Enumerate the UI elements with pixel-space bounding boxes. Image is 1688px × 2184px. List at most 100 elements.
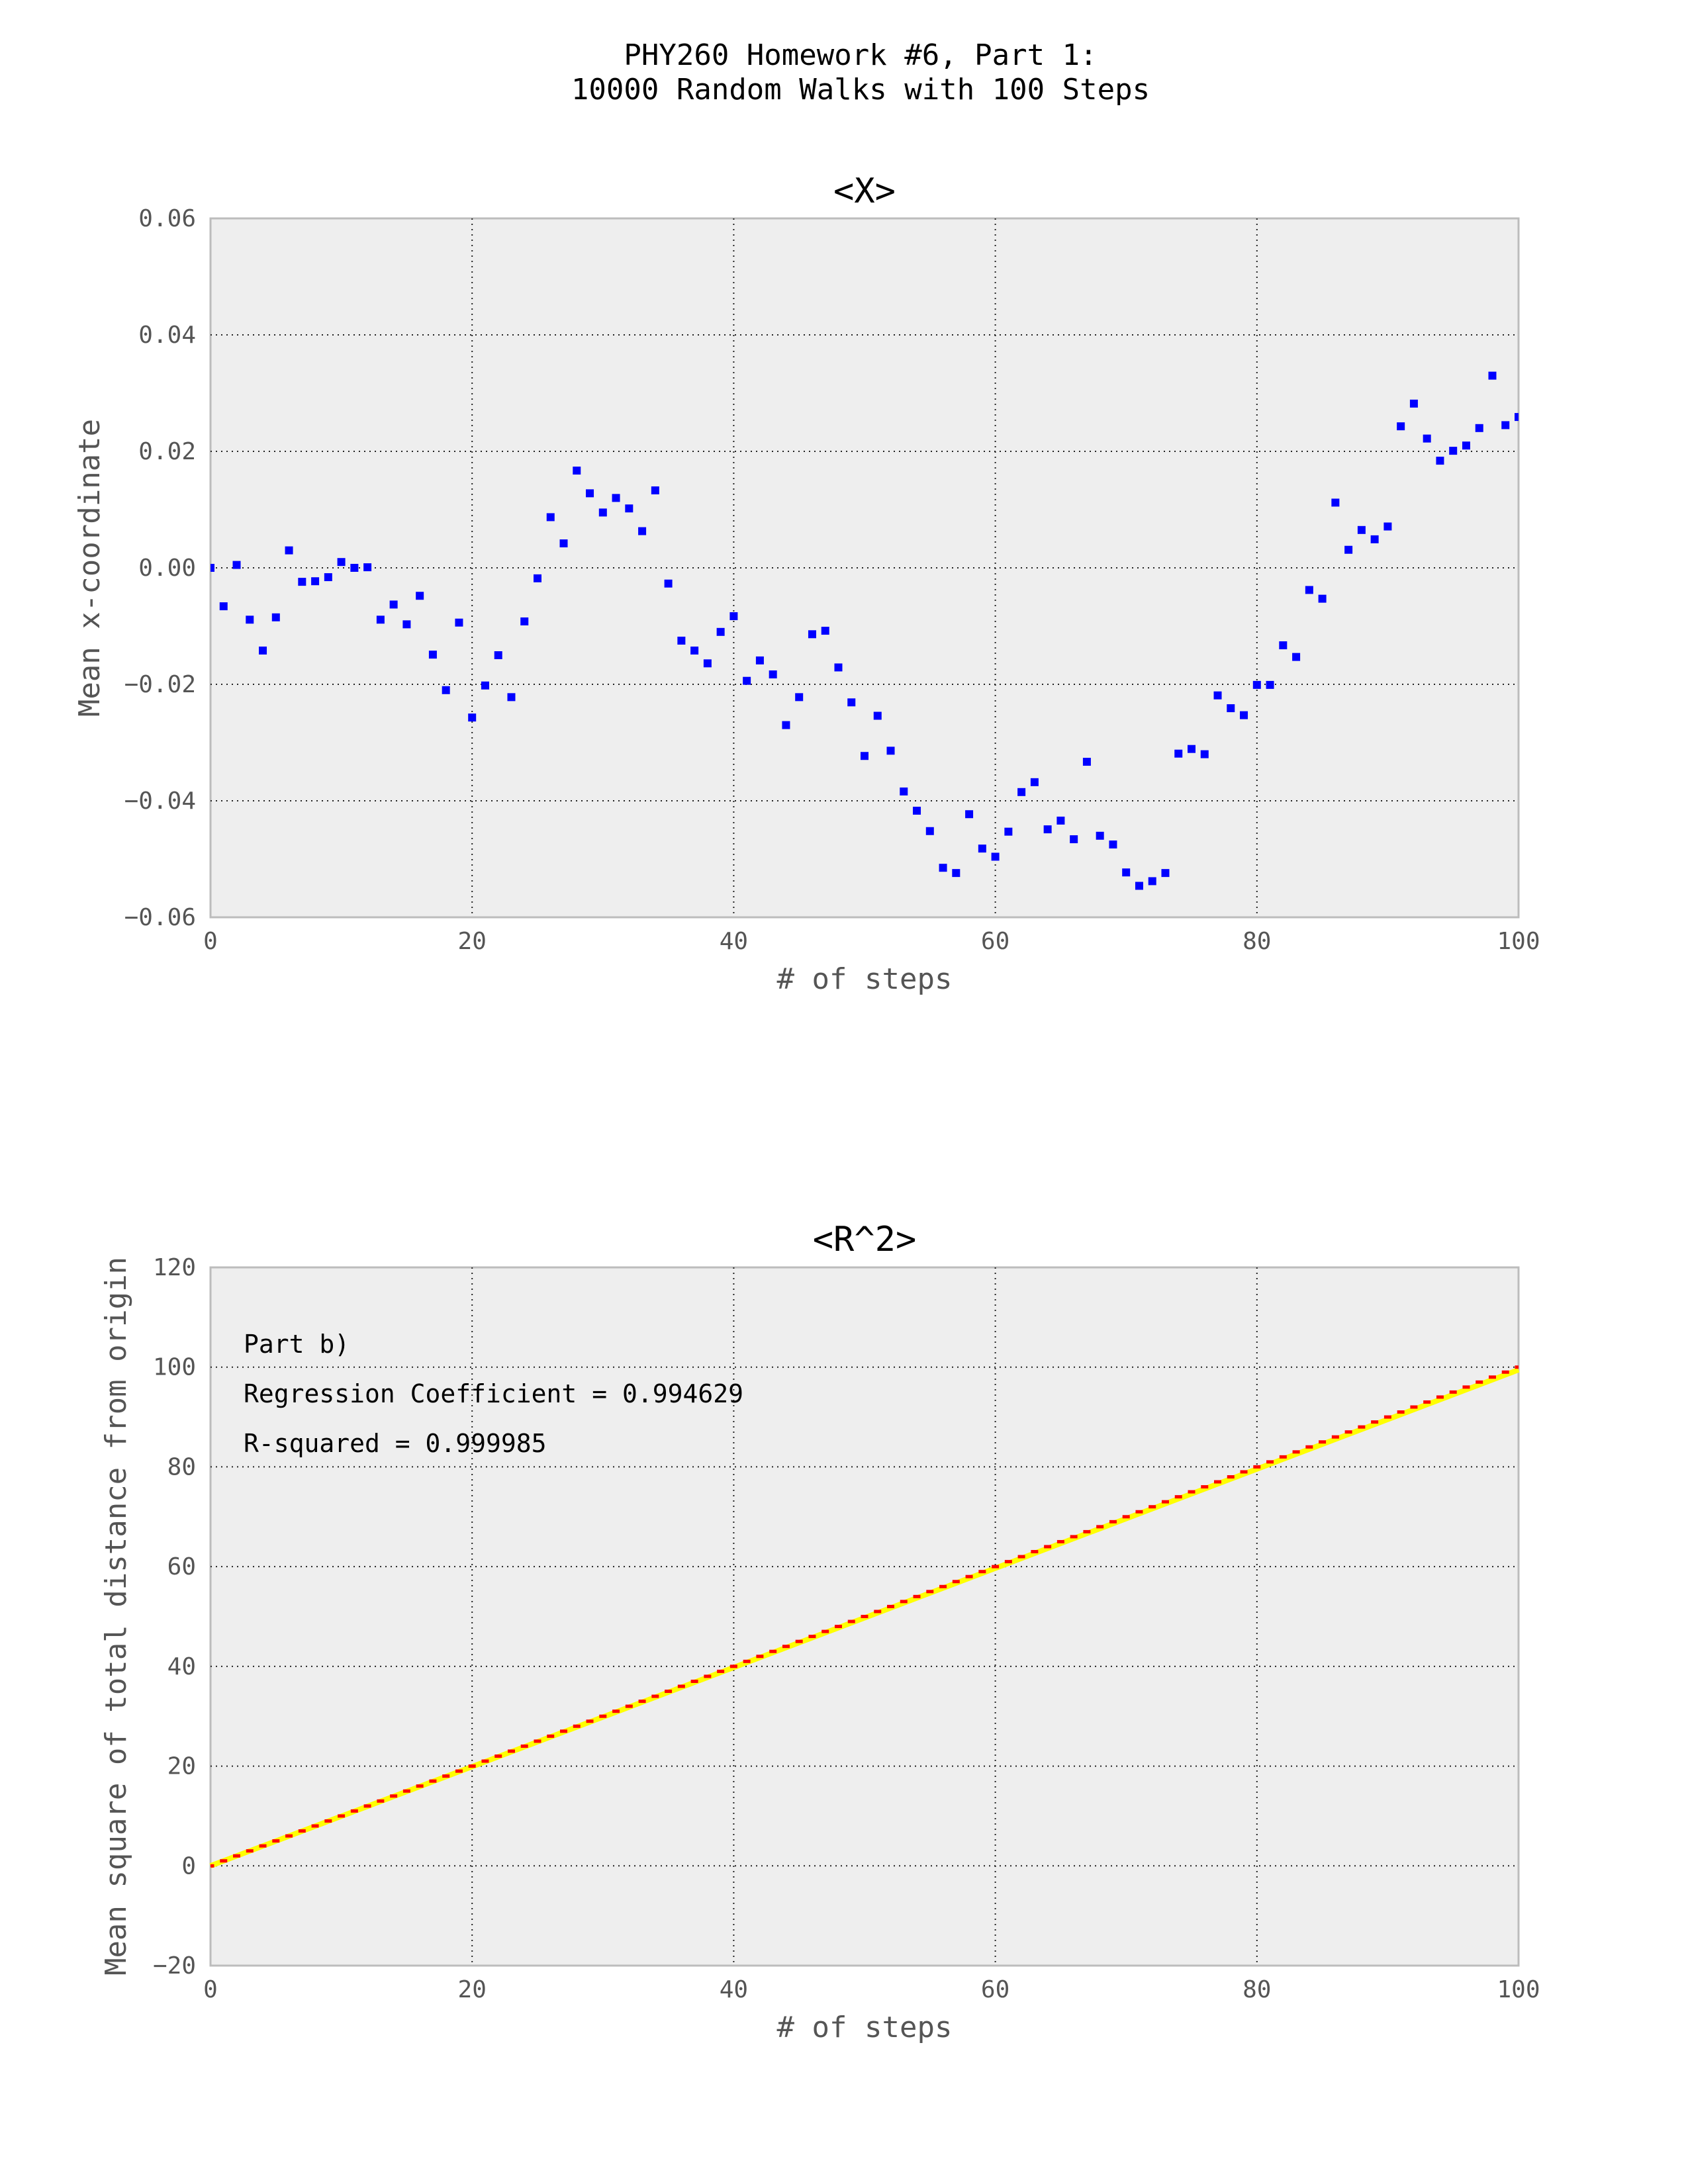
mean-r-squared-point (1305, 1445, 1313, 1449)
mean-x-point (1056, 816, 1065, 825)
mean-r-squared-point (442, 1774, 450, 1778)
mean-x-point (952, 869, 961, 878)
mean-r-squared-point (1292, 1450, 1300, 1454)
mean-r-squared-point (729, 1664, 737, 1668)
mean-r-squared-point (625, 1704, 633, 1708)
mean-x-point (389, 600, 398, 609)
mean-x-point (232, 561, 241, 569)
mean-r-squared-point (1109, 1520, 1117, 1524)
mean-r-squared-yaxis-label: Mean square of total distance from origi… (99, 1257, 133, 1976)
mean-x-point (1004, 827, 1013, 836)
mean-r-squared-ytick-label: 60 (167, 1553, 196, 1580)
mean-r-squared-point (1279, 1455, 1287, 1459)
mean-x-point (468, 713, 477, 722)
mean-r-squared-point (211, 1864, 214, 1868)
mean-r-squared-point (494, 1754, 502, 1758)
mean-r-squared-point (1083, 1529, 1091, 1533)
mean-x-point (847, 698, 856, 707)
mean-x-xtick-label: 20 (458, 928, 487, 955)
mean-x-point (285, 546, 293, 555)
mean-r-squared-point (1017, 1555, 1025, 1559)
mean-r-squared-point (416, 1784, 424, 1788)
mean-x-point (402, 620, 411, 629)
mean-r-squared-point (769, 1649, 777, 1653)
mean-r-squared-point (821, 1629, 829, 1633)
mean-x-chart: 0 20 40 60 80 100 −0.06 −0.04 −0.02 0.00 0.02 0.04… (73, 171, 1540, 996)
mean-x-point (1227, 704, 1235, 713)
mean-r-squared-point (638, 1700, 646, 1704)
mean-r-squared-point (455, 1769, 463, 1773)
mean-r-squared-chart-title: <R^2> (813, 1220, 917, 1259)
mean-r-squared-xtick-label: 80 (1243, 1976, 1271, 2003)
mean-x-xtick-label: 80 (1243, 928, 1271, 955)
mean-r-squared-point (861, 1615, 868, 1618)
mean-r-squared-ytick-label: 20 (167, 1753, 196, 1780)
mean-x-ytick-label: −0.02 (124, 671, 196, 698)
mean-x-point (808, 630, 816, 639)
mean-x-point (219, 602, 228, 611)
mean-x-point (651, 486, 659, 494)
mean-x-point (716, 627, 725, 636)
mean-r-squared-point (1383, 1415, 1391, 1419)
mean-r-squared-ytick-label: 80 (167, 1453, 196, 1480)
mean-r-squared-point (1056, 1539, 1064, 1543)
mean-r-squared-ytick-label: −20 (153, 1952, 196, 1979)
mean-x-point (363, 563, 372, 572)
mean-r-squared-xtick-labels: 0 20 40 60 80 100 (203, 1976, 1540, 2003)
mean-x-point (743, 676, 751, 685)
mean-r-squared-point (402, 1789, 410, 1793)
mean-x-point (324, 573, 332, 582)
mean-r-squared-xtick-label: 100 (1497, 1976, 1540, 2003)
mean-x-point (1252, 680, 1261, 689)
mean-x-point (1305, 586, 1313, 594)
mean-r-squared-point (1449, 1390, 1457, 1394)
mean-r-squared-point (1201, 1485, 1209, 1489)
mean-r-squared-point (1410, 1405, 1418, 1409)
mean-x-point (1148, 877, 1156, 886)
mean-x-ytick-label: 0.06 (138, 205, 196, 232)
mean-x-point (886, 747, 895, 755)
mean-r-squared-point (782, 1645, 790, 1649)
mean-x-point (939, 864, 947, 872)
mean-x-point (520, 617, 529, 625)
mean-r-squared-point (992, 1565, 1000, 1569)
mean-r-squared-point (847, 1619, 855, 1623)
mean-r-squared-point (1240, 1470, 1248, 1474)
mean-r-squared-point (481, 1759, 489, 1763)
mean-r-squared-point (324, 1819, 332, 1823)
mean-x-point (337, 558, 346, 567)
mean-x-point (1501, 421, 1510, 430)
mean-r-squared-point (285, 1834, 293, 1838)
mean-x-point (1383, 522, 1392, 531)
mean-r-squared-point (298, 1829, 306, 1833)
mean-x-point (481, 681, 489, 690)
mean-r-squared-point (926, 1590, 934, 1594)
mean-x-point (755, 656, 764, 664)
mean-x-ytick-labels: −0.06 −0.04 −0.02 0.00 0.02 0.04 0.06 (124, 205, 196, 931)
mean-r-squared-point (1214, 1480, 1222, 1484)
mean-x-point (455, 618, 463, 627)
mean-x-point (376, 615, 385, 624)
mean-x-point (1043, 825, 1052, 834)
mean-x-point (1397, 422, 1405, 431)
mean-x-point (211, 564, 214, 572)
mean-x-point (350, 564, 359, 572)
mean-r-squared-point (1253, 1465, 1261, 1469)
mean-x-point (690, 646, 699, 655)
mean-r-squared-point (978, 1570, 986, 1574)
mean-x-grid (211, 218, 1519, 917)
mean-x-point (1122, 868, 1131, 877)
mean-r-squared-point (1149, 1505, 1156, 1509)
mean-r-squared-point (704, 1674, 712, 1678)
mean-r-squared-point (246, 1849, 254, 1853)
mean-r-squared-point (1174, 1495, 1182, 1499)
mean-x-point (965, 810, 974, 819)
mean-x-point (494, 651, 502, 659)
mean-x-ytick-label: −0.04 (124, 788, 196, 815)
mean-x-point (1017, 788, 1026, 796)
mean-x-point (246, 615, 254, 624)
mean-x-point (416, 592, 424, 600)
mean-r-squared-point (965, 1574, 973, 1578)
mean-x-point (925, 827, 934, 835)
